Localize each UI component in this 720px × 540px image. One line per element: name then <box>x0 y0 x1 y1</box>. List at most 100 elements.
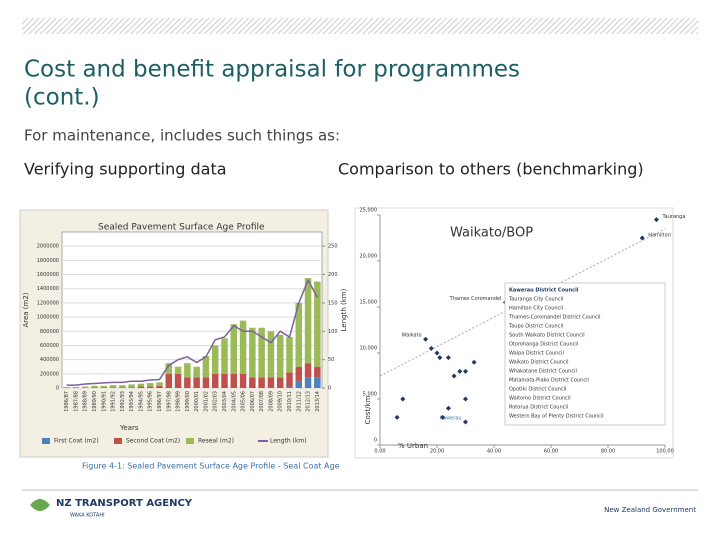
x-tick-label: 0.00 <box>374 449 385 455</box>
bar-segment <box>146 383 154 387</box>
bar-segment <box>156 385 163 388</box>
y2-tick-label: 250 <box>328 244 338 250</box>
bar-segment <box>211 373 219 388</box>
bar-segment <box>193 366 200 378</box>
y2-tick-label: 50 <box>328 357 334 363</box>
bar-segment <box>304 377 312 388</box>
y-tick-label: 1600000 <box>37 272 59 278</box>
point <box>445 405 451 411</box>
bar-segment <box>193 377 200 388</box>
bar-segment <box>221 338 228 374</box>
bar-segment <box>119 387 126 388</box>
y-tick-label: 0 <box>56 386 59 392</box>
bar-segment <box>119 385 126 388</box>
point <box>639 235 645 241</box>
bar-segment <box>184 363 191 378</box>
point <box>437 355 443 361</box>
legend-swatch <box>186 438 194 444</box>
x-tick-label: 2012/13 <box>306 391 312 412</box>
bar-segment <box>137 386 145 388</box>
x-tick-label: 2011/12 <box>296 391 302 412</box>
y2-tick-label: 0 <box>328 386 331 392</box>
bar-segment <box>267 377 275 388</box>
x-tick-label: 1993/94 <box>129 391 135 412</box>
bar-segment <box>304 363 312 378</box>
logo: NZ TRANSPORT AGENCY <box>56 498 193 509</box>
footer: New Zealand Government <box>604 506 696 514</box>
point-label: Tauranga <box>661 214 685 220</box>
x-tick-label: 80.00 <box>601 449 615 455</box>
legend-item: Hamilton City Council <box>509 306 563 312</box>
x-tick-label: 1992/93 <box>120 391 126 412</box>
y-tick-label: 400000 <box>40 357 59 363</box>
bar-segment <box>221 373 228 388</box>
y-axis-label: Area (m2) <box>22 292 30 327</box>
bar-segment <box>304 278 312 364</box>
y-tick-label: 1400000 <box>37 286 59 292</box>
legend-item: Waipa District Council <box>509 351 564 357</box>
x-tick-label: 1989/90 <box>92 391 98 412</box>
y-tick-label: 2000000 <box>37 244 59 250</box>
x-tick-label: 2008/09 <box>268 391 274 412</box>
x-tick-label: 1988/89 <box>83 391 89 412</box>
legend-item: Waikato District Council <box>509 360 569 366</box>
legend-item: Kawerau District Council <box>509 288 579 294</box>
chart-title: Sealed Pavement Surface Age Profile <box>98 223 265 233</box>
x-tick-label: 1996/97 <box>157 391 163 412</box>
bar-segment <box>211 345 219 374</box>
bar-segment <box>314 281 321 367</box>
legend-item: Matamata-Piako District Council <box>509 378 589 384</box>
bar-segment <box>295 302 303 367</box>
x-tick-label: 1986/87 <box>64 391 70 412</box>
bar-segment <box>276 334 284 378</box>
point <box>434 350 440 356</box>
bar-segment <box>239 320 247 374</box>
bar-segment <box>249 327 256 378</box>
x-tick-label: 1990/91 <box>101 391 107 412</box>
legend-item: Tauranga City Council <box>508 297 563 303</box>
bar-segment <box>230 324 238 374</box>
bar-segment <box>314 377 321 388</box>
bar-segment <box>239 373 247 388</box>
point <box>463 368 468 374</box>
slide-title: (cont.) <box>24 85 100 111</box>
bar-segment <box>258 377 265 388</box>
legend-label: First Coat (m2) <box>54 438 99 445</box>
y-tick-label: 1000000 <box>37 315 59 321</box>
bar-segment <box>249 377 256 388</box>
bar-segment <box>109 385 117 388</box>
y-tick-label: 1800000 <box>37 258 59 264</box>
caption: Figure 4-1: Sealed Pavement Surface Age … <box>82 462 340 471</box>
x-tick-label: 1999/00 <box>185 391 191 412</box>
bar-segment <box>174 373 182 388</box>
legend-swatch <box>114 438 122 444</box>
point <box>423 336 429 342</box>
x-tick-label: 1987/88 <box>73 391 79 412</box>
legend-swatch <box>42 438 50 444</box>
bar-segment <box>146 386 154 388</box>
bar-segment <box>286 386 293 388</box>
legend-item: Taupo District Council <box>508 324 563 330</box>
bar-segment <box>230 373 238 388</box>
point <box>394 414 400 420</box>
slide-title: Cost and benefit appraisal for programme… <box>24 57 520 83</box>
x-tick-label: 1995/96 <box>148 391 154 412</box>
x-tick-label: 2007/08 <box>259 391 265 412</box>
x-tick-label: 40.00 <box>487 449 501 455</box>
point <box>471 359 477 365</box>
y-tick-label: 200000 <box>40 371 59 377</box>
point <box>463 396 468 402</box>
bar-segment <box>128 387 135 388</box>
legend-item: Thames-Coromandel District Council <box>508 315 601 321</box>
x-tick-label: 2006/07 <box>250 391 256 412</box>
legend-item: Opotiki District Council <box>509 387 566 393</box>
x-tick-label: 2004/05 <box>231 391 237 412</box>
y-tick-label: 15,000 <box>360 300 378 306</box>
bar-segment <box>184 377 191 388</box>
point <box>457 368 463 374</box>
point-label: Kawerau <box>440 416 462 422</box>
bar-segment <box>165 363 173 374</box>
y-tick-label: 0 <box>374 438 377 444</box>
bar-segment <box>100 385 108 388</box>
point-label: Hamilton <box>648 233 671 239</box>
